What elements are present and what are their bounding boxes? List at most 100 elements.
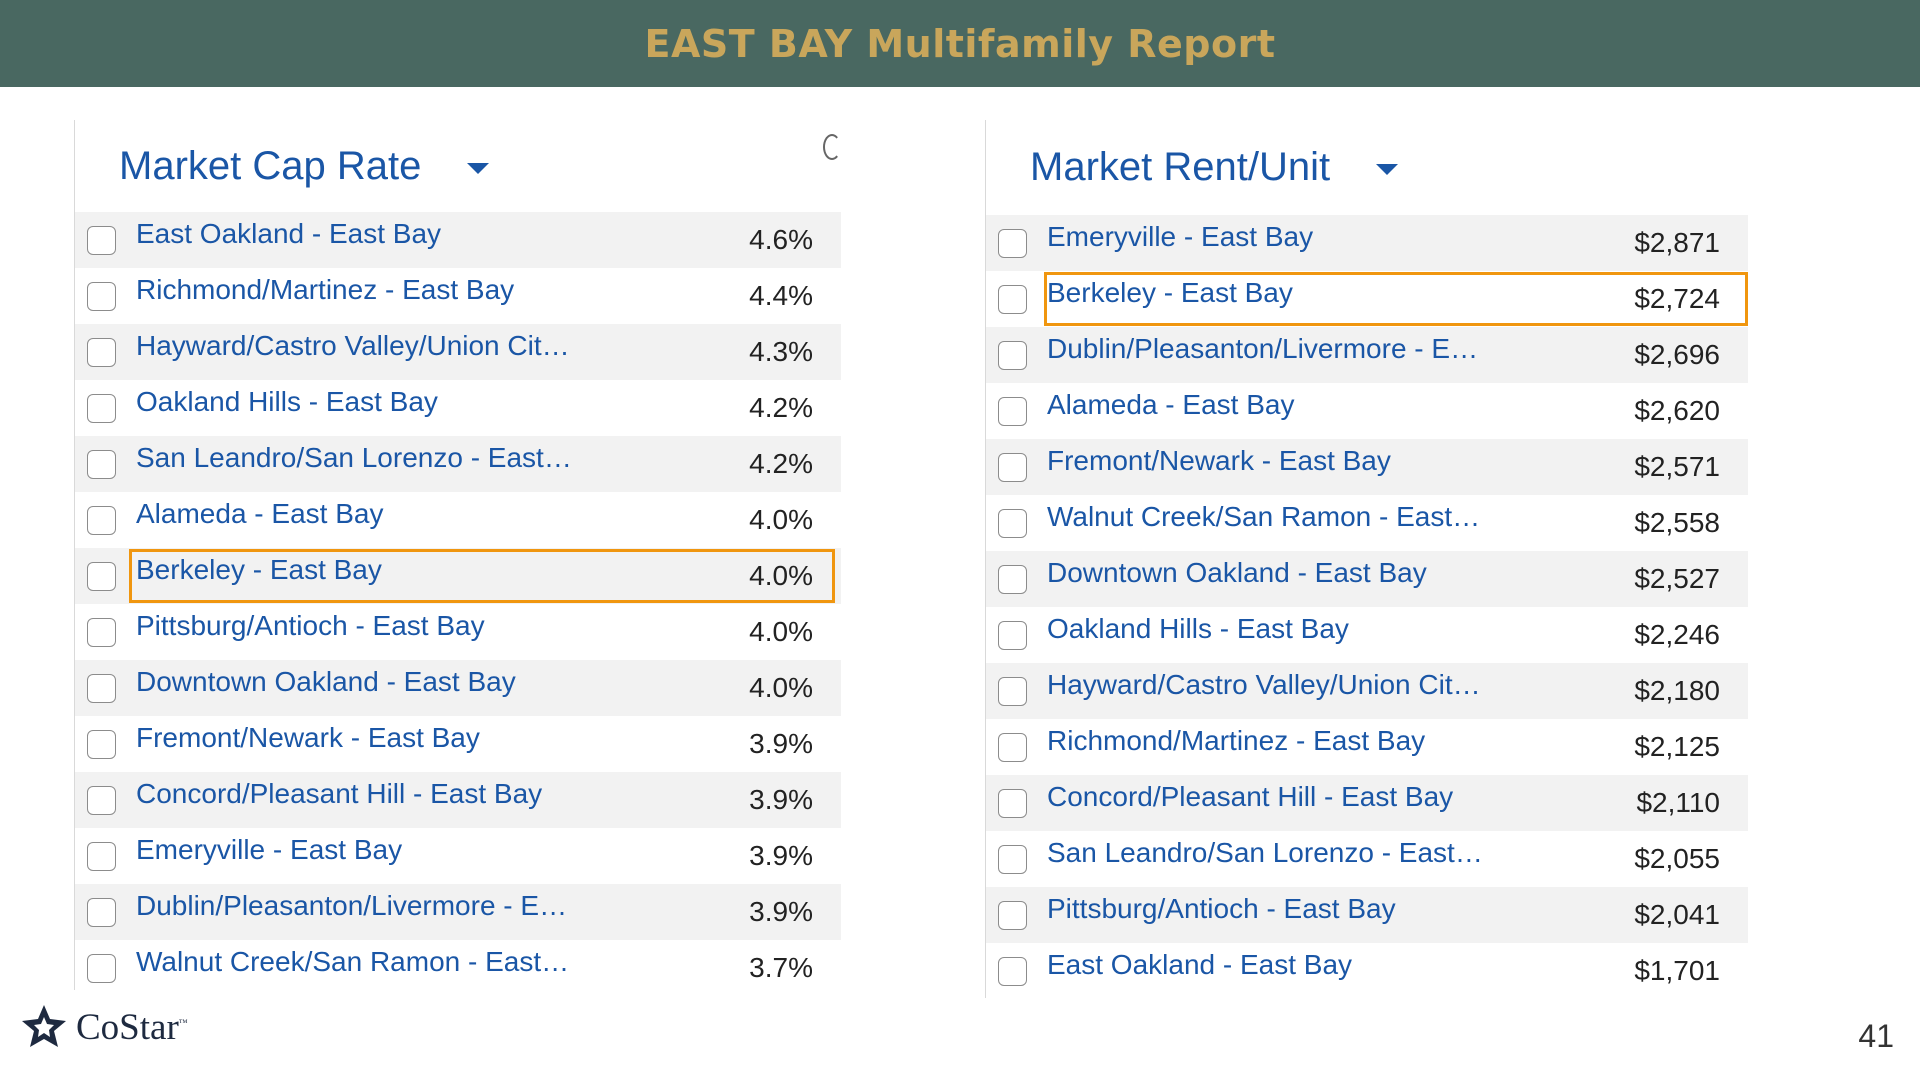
cap-rate-row[interactable]: Downtown Oakland - East Bay 4.0% xyxy=(75,660,841,716)
rent-row[interactable]: Hayward/Castro Valley/Union Cit… $2,180 xyxy=(986,663,1748,719)
submarket-link[interactable]: Concord/Pleasant Hill - East Bay xyxy=(1047,781,1454,812)
row-checkbox[interactable] xyxy=(87,617,116,647)
rent-row[interactable]: Fremont/Newark - East Bay $2,571 xyxy=(986,439,1748,495)
row-checkbox[interactable] xyxy=(998,676,1027,706)
row-checkbox[interactable] xyxy=(998,788,1027,818)
row-checkbox[interactable] xyxy=(998,396,1027,426)
row-checkbox[interactable] xyxy=(998,956,1027,986)
cap-rate-row[interactable]: Concord/Pleasant Hill - East Bay 3.9% xyxy=(75,772,841,828)
rent-row[interactable]: Alameda - East Bay $2,620 xyxy=(986,383,1748,439)
cap-rate-row[interactable]: Hayward/Castro Valley/Union Cit… 4.3% xyxy=(75,324,841,380)
row-checkbox[interactable] xyxy=(87,729,116,759)
row-checkbox[interactable] xyxy=(87,505,116,535)
report-title: EAST BAY Multifamily Report xyxy=(644,21,1276,66)
row-checkbox[interactable] xyxy=(87,449,116,479)
submarket-link[interactable]: Alameda - East Bay xyxy=(1047,389,1295,420)
rent-row[interactable]: Berkeley - East Bay $2,724 xyxy=(986,271,1748,327)
submarket-link[interactable]: Pittsburg/Antioch - East Bay xyxy=(1047,893,1396,924)
row-checkbox[interactable] xyxy=(87,561,116,591)
rent-row[interactable]: San Leandro/San Lorenzo - East… $2,055 xyxy=(986,831,1748,887)
submarket-link[interactable]: Richmond/Martinez - East Bay xyxy=(1047,725,1426,756)
cap-rate-row[interactable]: Dublin/Pleasanton/Livermore - E… 3.9% xyxy=(75,884,841,940)
rent-row[interactable]: Emeryville - East Bay $2,871 xyxy=(986,215,1748,271)
submarket-link[interactable]: Hayward/Castro Valley/Union Cit… xyxy=(1047,669,1481,700)
submarket-link[interactable]: San Leandro/San Lorenzo - East… xyxy=(1047,837,1483,868)
row-checkbox[interactable] xyxy=(998,340,1027,370)
cap-rate-row[interactable]: Fremont/Newark - East Bay 3.9% xyxy=(75,716,841,772)
row-checkbox[interactable] xyxy=(87,393,116,423)
submarket-link[interactable]: Walnut Creek/San Ramon - East… xyxy=(1047,501,1481,532)
row-checkbox[interactable] xyxy=(998,620,1027,650)
cap-rate-row[interactable]: East Oakland - East Bay 4.6% xyxy=(75,212,841,268)
row-checkbox[interactable] xyxy=(87,281,116,311)
cap-rate-row[interactable]: Oakland Hills - East Bay 4.2% xyxy=(75,380,841,436)
submarket-link[interactable]: Dublin/Pleasanton/Livermore - E… xyxy=(136,890,568,921)
submarket-link[interactable]: Berkeley - East Bay xyxy=(136,554,382,585)
row-checkbox[interactable] xyxy=(998,452,1027,482)
submarket-link[interactable]: Oakland Hills - East Bay xyxy=(136,386,438,417)
costar-star-icon xyxy=(22,1005,66,1047)
submarket-link[interactable]: East Oakland - East Bay xyxy=(1047,949,1353,980)
rent-row[interactable]: Dublin/Pleasanton/Livermore - E… $2,696 xyxy=(986,327,1748,383)
cap-rate-row[interactable]: San Leandro/San Lorenzo - East… 4.2% xyxy=(75,436,841,492)
rent-value: $2,558 xyxy=(1634,507,1720,538)
rent-row[interactable]: East Oakland - East Bay $1,701 xyxy=(986,943,1748,999)
submarket-link[interactable]: Emeryville - East Bay xyxy=(1047,221,1314,252)
submarket-link[interactable]: Oakland Hills - East Bay xyxy=(1047,613,1349,644)
row-checkbox[interactable] xyxy=(87,897,116,927)
submarket-link[interactable]: San Leandro/San Lorenzo - East… xyxy=(136,442,572,473)
cap-rate-row[interactable]: Richmond/Martinez - East Bay 4.4% xyxy=(75,268,841,324)
cap-rate-row[interactable]: Berkeley - East Bay 4.0% xyxy=(75,548,841,604)
rent-value: $2,571 xyxy=(1634,451,1720,482)
cap-rate-row[interactable]: Pittsburg/Antioch - East Bay 4.0% xyxy=(75,604,841,660)
cap-rate-row[interactable]: Emeryville - East Bay 3.9% xyxy=(75,828,841,884)
row-checkbox[interactable] xyxy=(998,844,1027,874)
row-checkbox[interactable] xyxy=(87,225,116,255)
cap-rate-title: Market Cap Rate xyxy=(119,143,422,188)
row-checkbox[interactable] xyxy=(87,337,116,367)
cap-rate-value: 4.2% xyxy=(749,448,813,479)
row-checkbox[interactable] xyxy=(998,564,1027,594)
rent-row[interactable]: Downtown Oakland - East Bay $2,527 xyxy=(986,551,1748,607)
rent-row[interactable]: Richmond/Martinez - East Bay $2,125 xyxy=(986,719,1748,775)
submarket-link[interactable]: Concord/Pleasant Hill - East Bay xyxy=(136,778,543,809)
row-checkbox[interactable] xyxy=(87,673,116,703)
rent-row[interactable]: Walnut Creek/San Ramon - East… $2,558 xyxy=(986,495,1748,551)
submarket-link[interactable]: Pittsburg/Antioch - East Bay xyxy=(136,610,485,641)
submarket-link[interactable]: Downtown Oakland - East Bay xyxy=(1047,557,1427,588)
submarket-link[interactable]: Berkeley - East Bay xyxy=(1047,277,1293,308)
rent-value: $2,055 xyxy=(1634,843,1720,874)
submarket-link[interactable]: East Oakland - East Bay xyxy=(136,218,442,249)
row-checkbox[interactable] xyxy=(998,228,1027,258)
rent-unit-header: Market Rent/Unit xyxy=(986,120,1748,215)
row-checkbox[interactable] xyxy=(998,284,1027,314)
submarket-link[interactable]: Dublin/Pleasanton/Livermore - E… xyxy=(1047,333,1479,364)
submarket-link[interactable]: Alameda - East Bay xyxy=(136,498,384,529)
rent-row[interactable]: Concord/Pleasant Hill - East Bay $2,110 xyxy=(986,775,1748,831)
cap-rate-header: Market Cap Rate xyxy=(75,120,841,212)
rent-row[interactable]: Oakland Hills - East Bay $2,246 xyxy=(986,607,1748,663)
submarket-link[interactable]: Fremont/Newark - East Bay xyxy=(1047,445,1391,476)
rent-unit-panel: Market Rent/Unit Emeryville - East Bay $2… xyxy=(985,120,1748,998)
submarket-link[interactable]: Richmond/Martinez - East Bay xyxy=(136,274,515,305)
row-checkbox[interactable] xyxy=(998,732,1027,762)
row-checkbox[interactable] xyxy=(87,785,116,815)
rent-row[interactable]: Pittsburg/Antioch - East Bay $2,041 xyxy=(986,887,1748,943)
submarket-link[interactable]: Fremont/Newark - East Bay xyxy=(136,722,480,753)
row-checkbox[interactable] xyxy=(998,508,1027,538)
rent-value: $2,110 xyxy=(1636,787,1720,818)
cap-rate-row[interactable]: Alameda - East Bay 4.0% xyxy=(75,492,841,548)
row-checkbox[interactable] xyxy=(87,841,116,871)
rent-value: $2,620 xyxy=(1634,395,1720,426)
row-checkbox[interactable] xyxy=(998,900,1027,930)
caret-down-icon[interactable] xyxy=(467,162,490,174)
row-checkbox[interactable] xyxy=(87,953,116,983)
caret-down-icon[interactable] xyxy=(1376,164,1399,175)
submarket-link[interactable]: Hayward/Castro Valley/Union Cit… xyxy=(136,330,570,361)
submarket-link[interactable]: Emeryville - East Bay xyxy=(136,834,403,865)
cap-rate-row[interactable]: Walnut Creek/San Ramon - East… 3.7% xyxy=(75,940,841,996)
submarket-link[interactable]: Walnut Creek/San Ramon - East… xyxy=(136,946,570,977)
submarket-link[interactable]: Downtown Oakland - East Bay xyxy=(136,666,516,697)
cap-rate-value: 3.9% xyxy=(749,840,813,871)
refresh-icon[interactable] xyxy=(823,134,841,160)
